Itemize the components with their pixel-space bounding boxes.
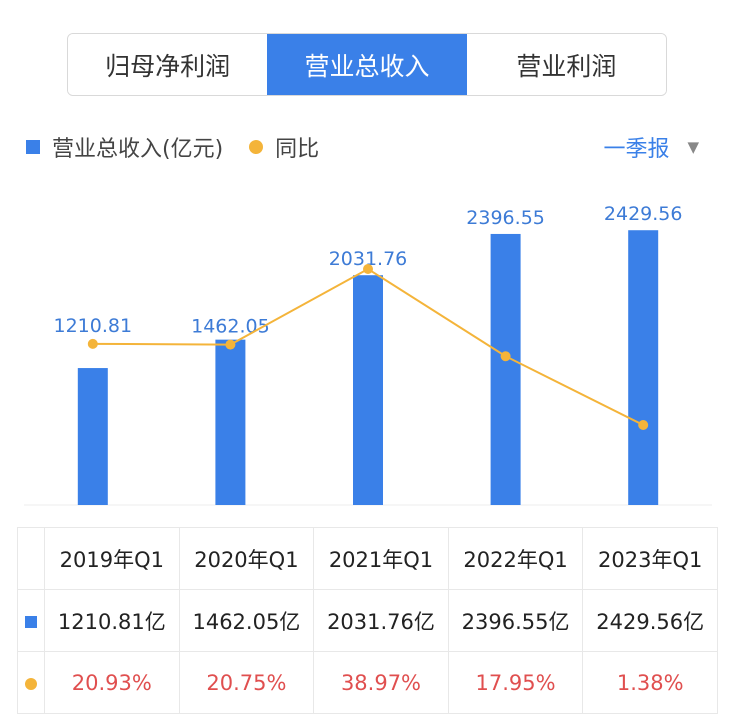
table-row: 20.93% 20.75% 38.97% 17.95% 1.38% — [17, 651, 718, 714]
bar-label-group: 1210.81 1462.05 2031.76 2396.55 2429.56 — [54, 203, 683, 337]
revenue-bar — [215, 339, 246, 505]
tab-total-revenue[interactable]: 营业总收入 — [267, 34, 467, 95]
bar-value-label: 1210.81 — [54, 315, 133, 337]
bar-legend-label: 营业总收入(亿元) — [52, 137, 224, 162]
yoy-cell: 38.97% — [313, 651, 449, 714]
chart-legend: 营业总收入(亿元) 同比 — [26, 131, 319, 163]
table-corner-cell — [17, 527, 45, 590]
table-header-cell: 2022年Q1 — [447, 527, 584, 590]
bar-value-label: 2031.76 — [329, 248, 408, 270]
revenue-bar — [628, 230, 659, 505]
yoy-point — [500, 351, 511, 362]
yoy-dot-icon — [25, 677, 37, 690]
period-selector-label: 一季报 — [603, 137, 670, 162]
revenue-square-icon — [25, 615, 37, 628]
revenue-cell: 2429.56亿 — [582, 589, 718, 652]
tab-net-profit[interactable]: 归母净利润 — [68, 34, 268, 95]
table-header-cell: 2021年Q1 — [313, 527, 449, 590]
revenue-bar — [77, 368, 108, 505]
revenue-bar — [490, 233, 521, 505]
yoy-cell: 20.75% — [178, 651, 315, 714]
data-table: 2019年Q1 2020年Q1 2021年Q1 2022年Q1 2023年Q1 … — [17, 527, 718, 714]
bar-value-label: 2396.55 — [466, 207, 545, 229]
period-selector[interactable]: 一季报 ▼ — [603, 131, 699, 163]
table-header-cell: 2019年Q1 — [44, 527, 180, 590]
revenue-cell: 2396.55亿 — [447, 589, 584, 652]
dropdown-triangle-icon: ▼ — [687, 138, 699, 156]
revenue-bar — [353, 275, 383, 505]
revenue-cell: 1462.05亿 — [178, 589, 315, 652]
yoy-point — [87, 338, 98, 349]
yoy-point — [225, 339, 236, 350]
yoy-point — [363, 264, 373, 274]
revenue-cell: 2031.76亿 — [313, 589, 449, 652]
table-header-cell: 2023年Q1 — [582, 527, 718, 590]
revenue-row-key — [17, 589, 45, 652]
revenue-chart: 1210.81 1462.05 2031.76 2396.55 2429.56 — [24, 203, 712, 506]
line-legend-swatch — [249, 140, 264, 154]
bar-legend-swatch — [26, 140, 40, 154]
yoy-row-key — [17, 651, 45, 714]
bar-value-label: 2429.56 — [604, 203, 683, 225]
metric-tabs: 归母净利润 营业总收入 营业利润 — [67, 33, 667, 96]
table-header-row: 2019年Q1 2020年Q1 2021年Q1 2022年Q1 2023年Q1 — [17, 527, 718, 590]
yoy-cell: 20.93% — [44, 651, 180, 714]
yoy-cell: 1.38% — [582, 651, 718, 714]
line-legend-label: 同比 — [275, 137, 320, 162]
tab-operating-profit[interactable]: 营业利润 — [466, 34, 666, 95]
bar-series — [77, 230, 659, 505]
yoy-point — [638, 420, 649, 430]
revenue-cell: 1210.81亿 — [44, 589, 180, 652]
yoy-cell: 17.95% — [447, 651, 584, 714]
table-header-cell: 2020年Q1 — [178, 527, 315, 590]
table-row: 1210.81亿 1462.05亿 2031.76亿 2396.55亿 2429… — [17, 589, 718, 652]
bar-value-label: 1462.05 — [191, 316, 270, 338]
yoy-dot-group — [87, 264, 649, 430]
